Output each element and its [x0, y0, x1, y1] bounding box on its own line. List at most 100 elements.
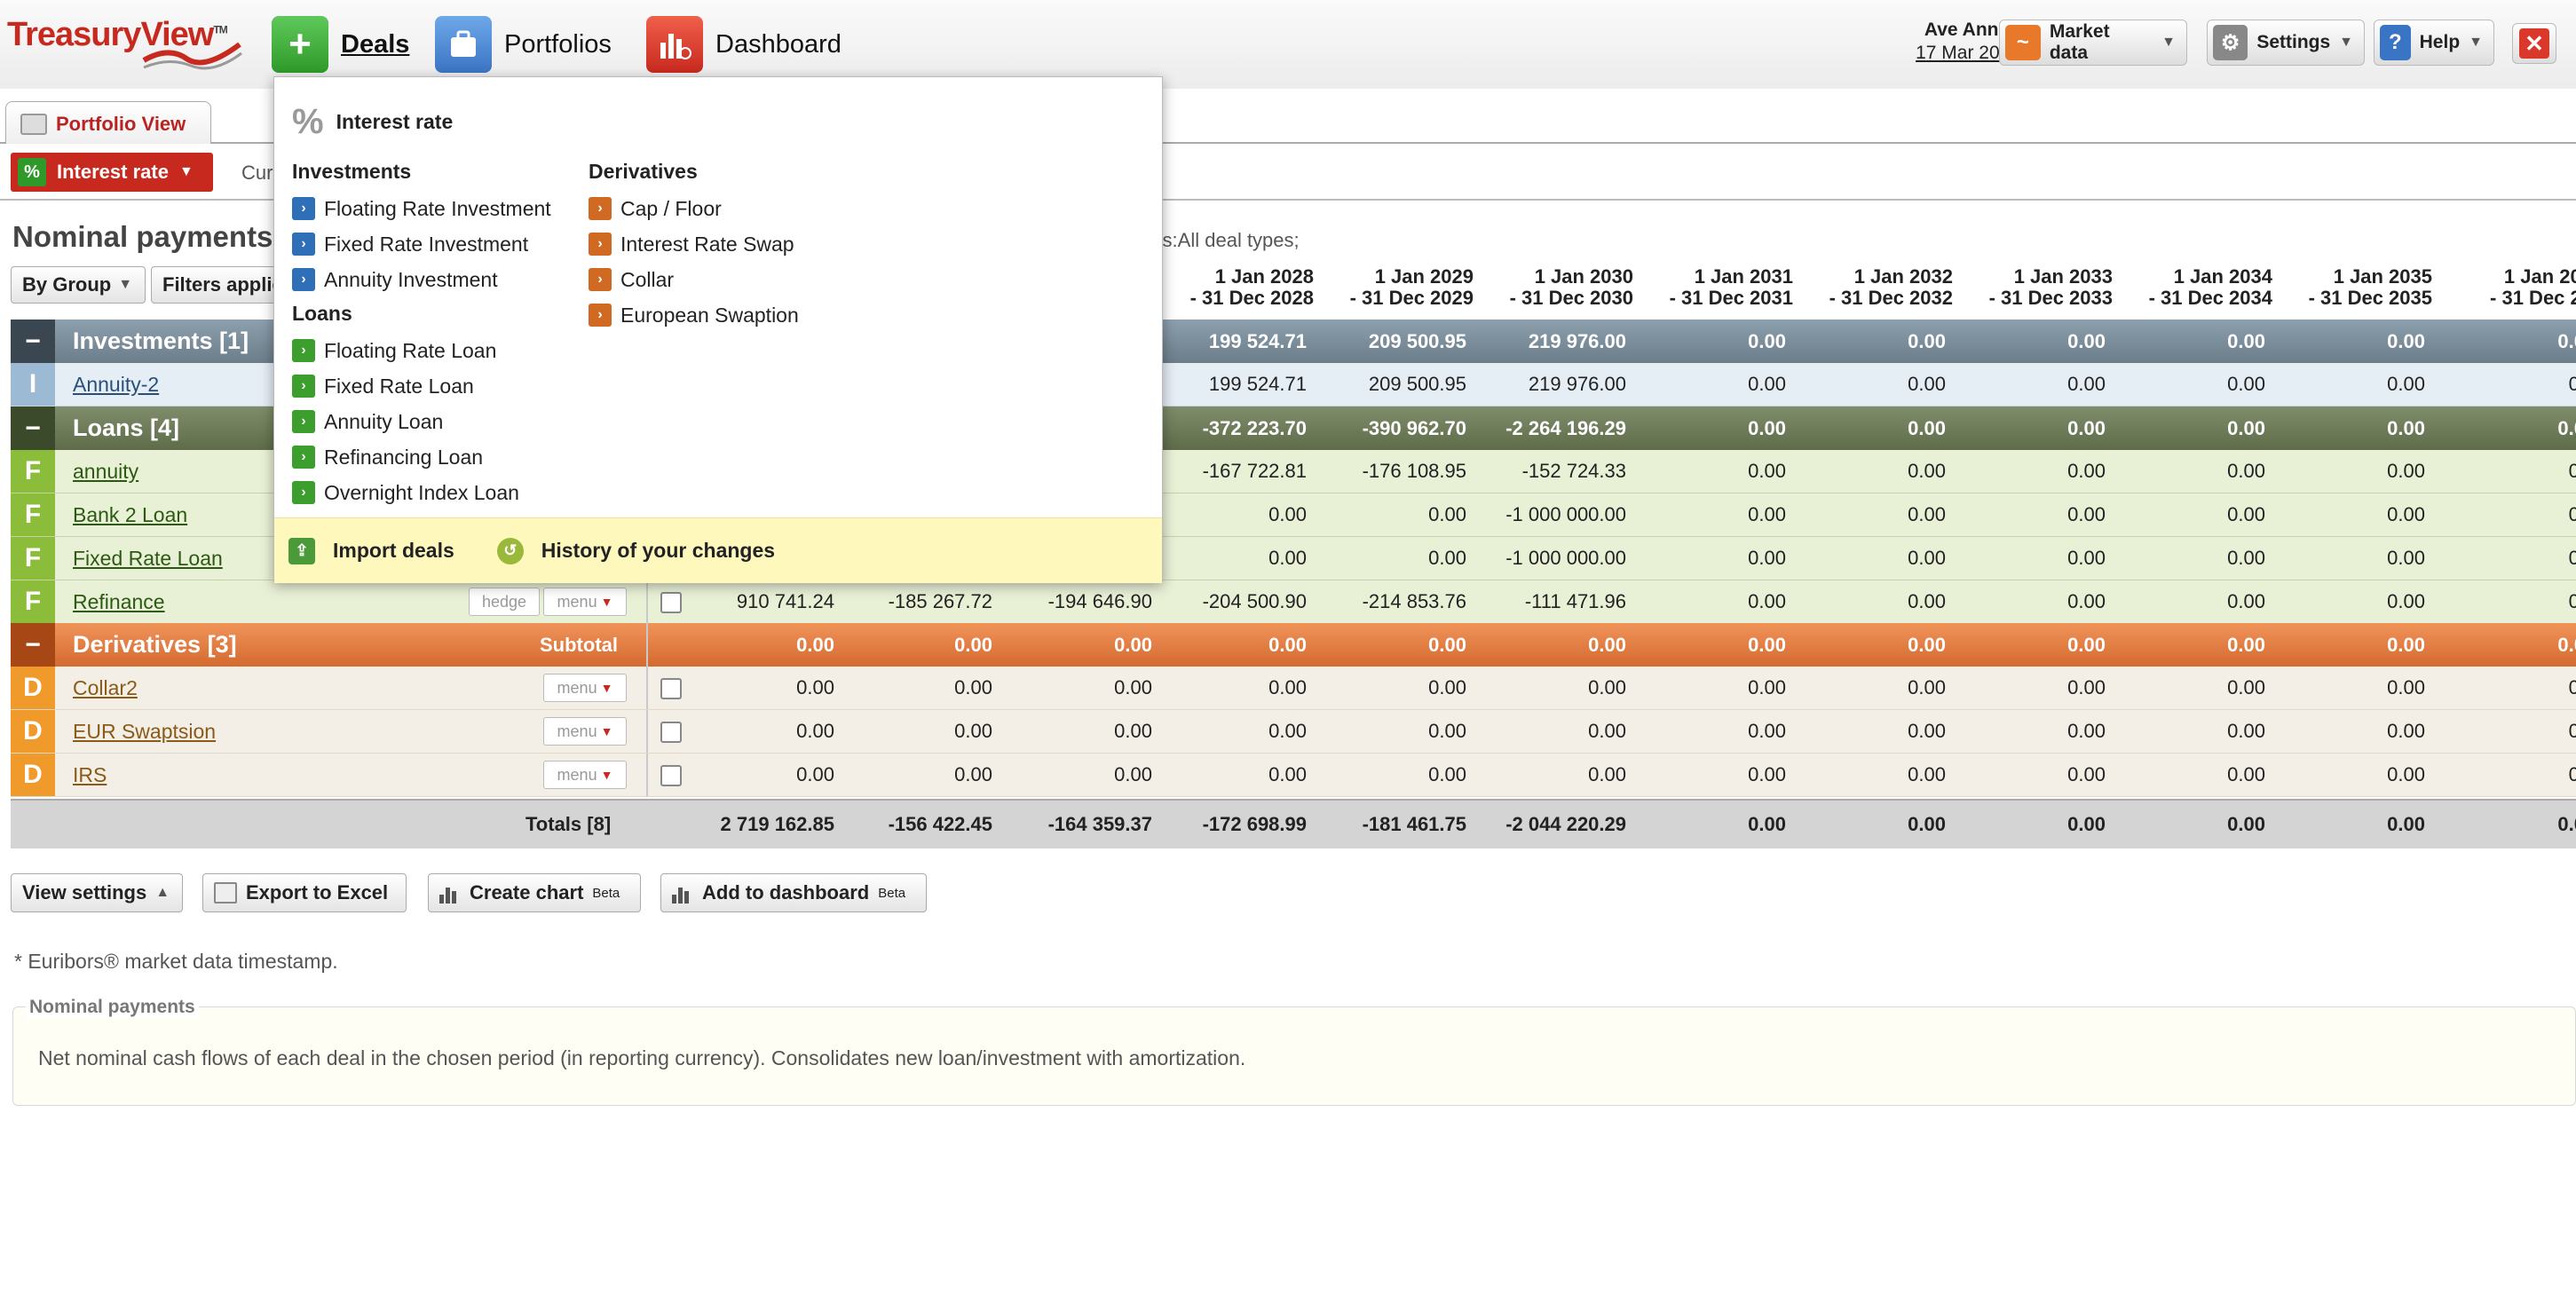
- menu-item-label: Interest Rate Swap: [620, 232, 794, 256]
- value-cell: 0.00: [2067, 547, 2106, 569]
- deal-link[interactable]: Fixed Rate Loan: [73, 546, 223, 570]
- import-deals-link[interactable]: Import deals: [333, 539, 454, 562]
- totals-label: Totals [8]: [525, 813, 612, 835]
- currency-selector-partial[interactable]: Cur: [241, 162, 273, 184]
- filters-text: ers:All deal types;: [1145, 229, 1300, 251]
- menu-item[interactable]: › Overnight Index Loan: [292, 475, 551, 510]
- nav-dashboard[interactable]: Dashboard: [646, 16, 842, 73]
- loans-heading: Loans: [292, 302, 352, 325]
- deal-link[interactable]: Collar2: [73, 675, 138, 699]
- menu-item[interactable]: › Floating Rate Loan: [292, 333, 551, 368]
- create-chart-button[interactable]: Create chart Beta: [428, 873, 641, 912]
- value-cell: 0.00: [2227, 590, 2265, 612]
- group-name: Investments [1]: [73, 328, 249, 354]
- row-menu-button[interactable]: menu ▼: [543, 674, 627, 702]
- nav-portfolios[interactable]: Portfolios: [435, 16, 612, 73]
- add-to-dashboard-button[interactable]: Add to dashboard Beta: [660, 873, 927, 912]
- menu-item[interactable]: › Annuity Investment: [292, 262, 551, 297]
- menu-item[interactable]: › European Swaption: [589, 297, 799, 333]
- collapse-toggle[interactable]: −: [11, 320, 55, 363]
- value-cell: 209 500.95: [1368, 373, 1466, 395]
- collapse-toggle[interactable]: −: [11, 406, 55, 450]
- menu-item[interactable]: › Interest Rate Swap: [589, 226, 799, 262]
- deal-link[interactable]: EUR Swaptsion: [73, 719, 217, 743]
- row-menu-button[interactable]: menu ▼: [543, 761, 627, 789]
- column-header-end: - 31 Dec 2033: [1988, 287, 2113, 309]
- value-cell: 219 976.00: [1528, 373, 1626, 395]
- tab-portfolio-view[interactable]: Portfolio View: [5, 101, 211, 146]
- value-cell: 219 976.00: [1528, 329, 1626, 352]
- value-cell: -181 461.75: [1362, 813, 1466, 835]
- menu-item-label: Refinancing Loan: [324, 445, 484, 469]
- collapse-toggle[interactable]: −: [11, 623, 55, 667]
- filters-button[interactable]: Filters applied: [151, 266, 293, 304]
- column-header-start: 1 Jan 2028: [1214, 265, 1314, 288]
- menu-item[interactable]: › Collar: [589, 262, 799, 297]
- chevron-down-icon: ▼: [600, 724, 613, 738]
- row-checkbox[interactable]: [660, 722, 682, 743]
- value-cell: -2 264 196.29: [1505, 416, 1626, 439]
- value-cell: 0.00: [2387, 503, 2425, 525]
- value-cell: -204 500.90: [1202, 590, 1307, 612]
- arrow-right-icon: ›: [589, 233, 612, 256]
- history-link[interactable]: History of your changes: [541, 539, 776, 562]
- deal-link[interactable]: Annuity-2: [73, 372, 160, 396]
- row-checkbox[interactable]: [660, 765, 682, 786]
- portfolio-view-icon: [20, 113, 47, 135]
- menu-item[interactable]: › Fixed Rate Loan: [292, 368, 551, 404]
- group-row-derivatives[interactable]: − Derivatives [3] Subtotal 0.00 0.00 0.00 0…: [11, 623, 2576, 667]
- menu-item-label: Floating Rate Loan: [324, 338, 497, 362]
- row-checkbox[interactable]: [660, 592, 682, 613]
- value-cell: -1 000 000.00: [1505, 503, 1626, 525]
- by-group-button[interactable]: By Group ▼: [11, 266, 146, 304]
- value-cell: 0.00: [2227, 329, 2265, 352]
- value-cell: 0.00: [2387, 720, 2425, 742]
- export-excel-button[interactable]: Export to Excel: [202, 873, 407, 912]
- value-cell: 0.0: [2557, 329, 2576, 352]
- value-cell: 0.00: [2227, 416, 2265, 439]
- settings-button[interactable]: ⚙ Settings ▼: [2207, 20, 2365, 66]
- value-cell: 209 500.95: [1368, 329, 1466, 352]
- menu-item[interactable]: › Refinancing Loan: [292, 439, 551, 475]
- help-button[interactable]: ? Help ▼: [2374, 20, 2494, 66]
- market-data-button[interactable]: ~ Market data ▼: [1999, 20, 2187, 66]
- value-cell: 0.: [2568, 373, 2576, 395]
- deal-link[interactable]: IRS: [73, 762, 107, 786]
- table-row[interactable]: D EUR Swaptsion menu ▼ 0.00 0.00 0.00 0.00 0.00 0…: [11, 710, 2576, 754]
- menu-item[interactable]: › Floating Rate Investment: [292, 191, 551, 226]
- deal-link[interactable]: Refinance: [73, 589, 165, 613]
- table-row[interactable]: F Refinance hedge menu ▼ -204 500.90 -214 853.…: [11, 580, 2576, 624]
- deal-link[interactable]: Bank 2 Loan: [73, 502, 188, 526]
- table-row[interactable]: D Collar2 menu ▼ 0.00 0.00 0.00 0.00 0.00 0.00 0.0…: [11, 667, 2576, 710]
- row-menu-button[interactable]: menu ▼: [543, 588, 627, 616]
- view-settings-button[interactable]: View settings ▲: [11, 873, 183, 912]
- logo[interactable]: TreasuryViewTM: [7, 16, 228, 54]
- investments-list: › Floating Rate Investment › Fixed Rate Inv…: [292, 191, 551, 297]
- column-header: 1 Jan 2034- 31 Dec 2034: [2116, 266, 2272, 309]
- value-cell: -194 646.90: [1047, 590, 1152, 612]
- table-row[interactable]: D IRS menu ▼ 0.00 0.00 0.00 0.00 0.00 0.00 0.00 0.0…: [11, 754, 2576, 797]
- menu-item-label: Fixed Rate Loan: [324, 374, 474, 398]
- percent-icon: %: [292, 102, 324, 141]
- row-menu-button[interactable]: menu ▼: [543, 717, 627, 746]
- value-cell: 0.00: [2227, 373, 2265, 395]
- column-header-start: 1 Jan 2030: [1534, 265, 1633, 288]
- row-checkbox[interactable]: [660, 678, 682, 699]
- arrow-right-icon: ›: [589, 197, 612, 220]
- menu-item[interactable]: › Fixed Rate Investment: [292, 226, 551, 262]
- tab-portfolio-view-label: Portfolio View: [56, 112, 186, 135]
- value-cell: 0.00: [1114, 633, 1152, 656]
- menu-item[interactable]: › Annuity Loan: [292, 404, 551, 439]
- menu-item[interactable]: › Cap / Floor: [589, 191, 799, 226]
- user-date-link[interactable]: 17 Mar 2025: [1916, 43, 2020, 63]
- value-cell: 0.00: [2387, 329, 2425, 352]
- deal-link[interactable]: annuity: [73, 459, 139, 483]
- close-button[interactable]: ✕: [2512, 23, 2556, 64]
- hedge-button[interactable]: hedge: [469, 588, 540, 616]
- page-title: Nominal payments: [12, 220, 273, 253]
- value-cell: 0.00: [1748, 676, 1786, 698]
- interest-rate-button[interactable]: % Interest rate ▼: [11, 153, 213, 192]
- value-cell: 0.00: [2067, 813, 2106, 835]
- nav-deals[interactable]: + Deals: [272, 16, 409, 73]
- value-cell: 0.00: [1748, 329, 1786, 352]
